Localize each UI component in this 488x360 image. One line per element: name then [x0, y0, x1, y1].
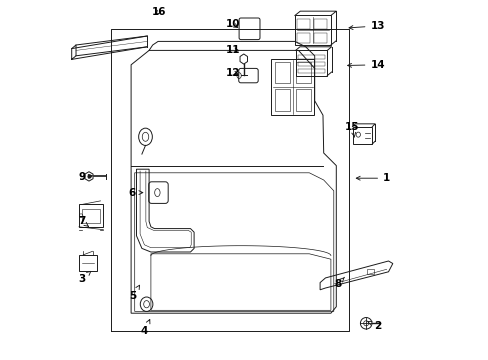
Bar [296, 33, 309, 43]
Text: 4: 4 [141, 320, 150, 336]
Text: 2: 2 [367, 321, 381, 331]
Bar [275, 62, 289, 83]
Bar [79, 204, 103, 227]
Text: 9: 9 [78, 172, 92, 182]
Text: 14: 14 [347, 60, 384, 70]
Bar [296, 62, 310, 83]
Text: 13: 13 [348, 21, 384, 31]
Bar [352, 127, 371, 144]
Bar [79, 255, 97, 271]
Text: 10: 10 [225, 19, 240, 30]
Text: 11: 11 [225, 45, 240, 55]
Text: 16: 16 [151, 6, 166, 17]
Text: 3: 3 [78, 271, 91, 284]
Bar [271, 59, 313, 115]
Text: 15: 15 [345, 122, 359, 137]
Bar [297, 62, 325, 66]
Text: 7: 7 [78, 216, 88, 226]
Text: 6: 6 [128, 188, 142, 198]
Bar [294, 15, 330, 45]
Bar [296, 19, 309, 29]
Text: 5: 5 [129, 285, 139, 301]
Text: 1: 1 [356, 173, 389, 183]
Text: 12: 12 [225, 68, 240, 78]
Bar [82, 209, 100, 223]
Bar [275, 89, 289, 111]
Text: 8: 8 [334, 277, 344, 289]
Bar [314, 33, 326, 43]
Bar [297, 69, 325, 73]
Bar [314, 19, 326, 29]
Bar [296, 89, 310, 111]
Bar [295, 50, 326, 76]
Bar [366, 269, 373, 274]
Bar [297, 55, 325, 59]
